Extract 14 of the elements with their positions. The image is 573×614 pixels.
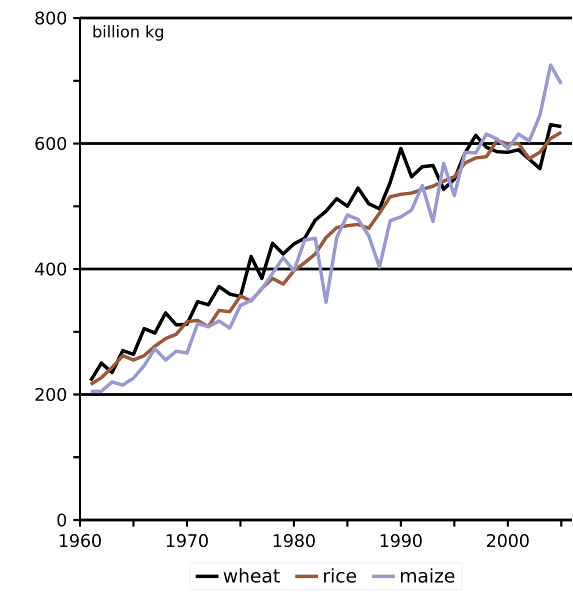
x-tick-label: 1960 — [60, 534, 101, 548]
y-tick-label: 400 — [35, 262, 66, 276]
legend-label: maize — [400, 568, 454, 583]
y-axis-title: billion kg — [94, 25, 164, 41]
x-tick-label: 1990 — [380, 534, 422, 548]
y-tick-label: 800 — [35, 11, 66, 25]
y-tick-label: 600 — [35, 136, 66, 150]
legend-label: rice — [324, 568, 356, 583]
x-tick-label: 2000 — [487, 534, 529, 548]
legend-label: wheat — [224, 568, 280, 583]
x-tick-label: 1980 — [274, 534, 315, 548]
y-tick-label: 200 — [35, 388, 66, 402]
y-tick-label: 0 — [57, 513, 66, 527]
x-tick-label: 1970 — [166, 534, 208, 548]
